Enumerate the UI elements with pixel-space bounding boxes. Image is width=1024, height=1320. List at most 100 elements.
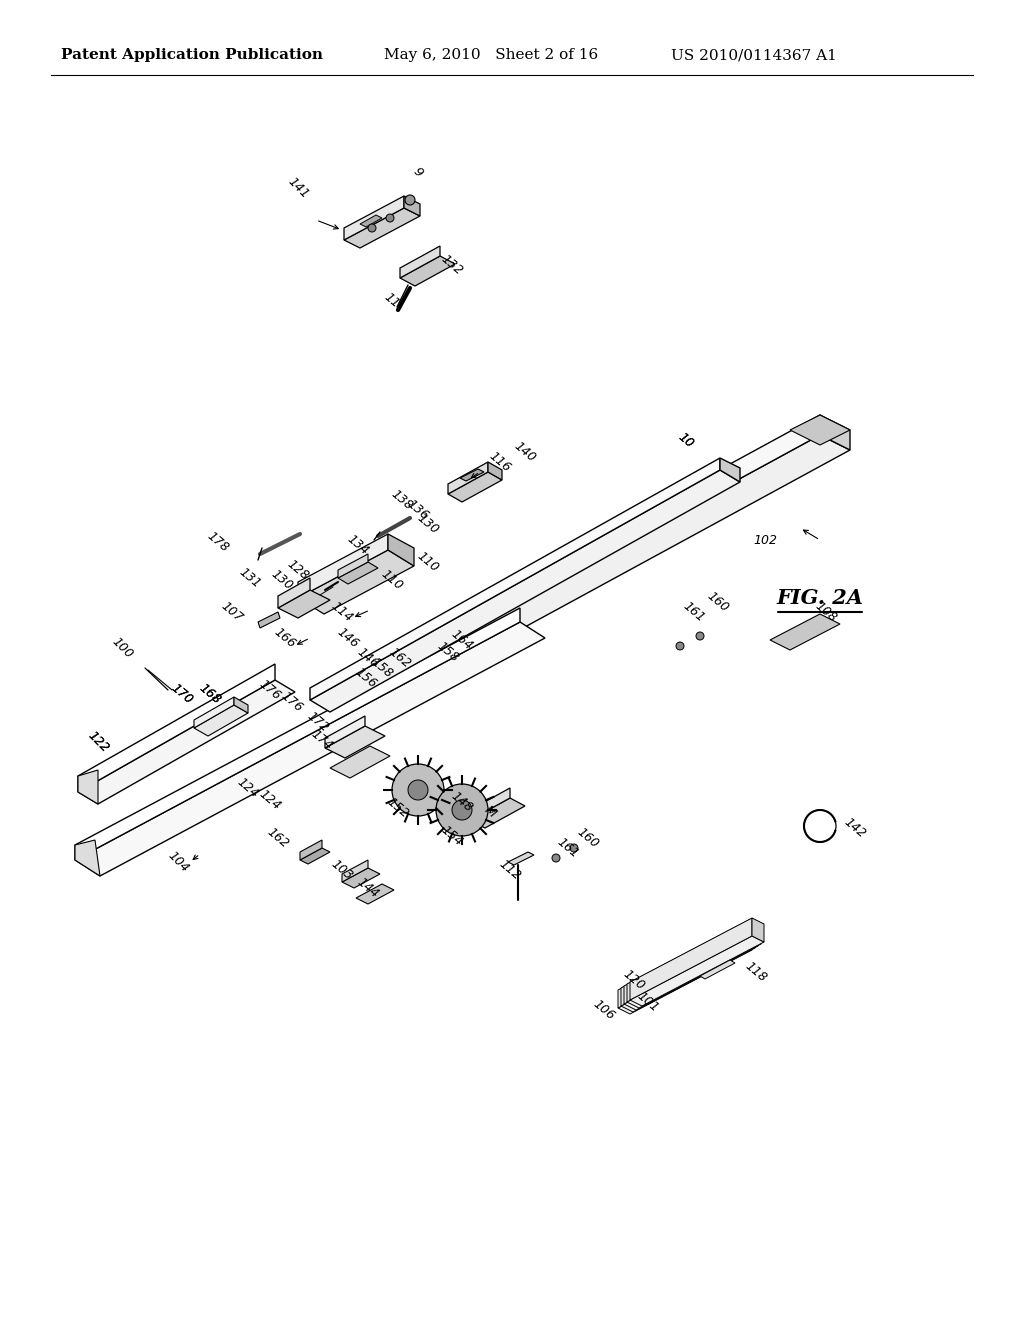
Polygon shape bbox=[749, 920, 761, 944]
Text: 158: 158 bbox=[434, 639, 462, 665]
Polygon shape bbox=[310, 458, 720, 700]
Polygon shape bbox=[820, 414, 850, 450]
Text: 10: 10 bbox=[676, 430, 696, 450]
Text: 170: 170 bbox=[169, 681, 196, 706]
Polygon shape bbox=[740, 927, 752, 950]
Polygon shape bbox=[388, 535, 414, 566]
Polygon shape bbox=[298, 535, 388, 598]
Polygon shape bbox=[627, 920, 749, 1002]
Polygon shape bbox=[258, 612, 280, 628]
Polygon shape bbox=[338, 562, 378, 583]
Polygon shape bbox=[621, 924, 743, 1006]
Polygon shape bbox=[75, 840, 100, 876]
Text: 142: 142 bbox=[842, 816, 868, 841]
Text: 124: 124 bbox=[234, 775, 261, 801]
Text: 104: 104 bbox=[165, 849, 191, 875]
Text: 172: 172 bbox=[304, 709, 332, 735]
Text: 178: 178 bbox=[205, 529, 231, 554]
Text: 101: 101 bbox=[635, 989, 662, 1015]
Text: 110: 110 bbox=[379, 568, 406, 593]
Text: 146: 146 bbox=[335, 626, 361, 651]
Polygon shape bbox=[194, 697, 234, 729]
Polygon shape bbox=[488, 462, 502, 480]
Text: 130: 130 bbox=[268, 568, 295, 593]
Polygon shape bbox=[770, 614, 840, 649]
Text: 108: 108 bbox=[813, 599, 840, 624]
Circle shape bbox=[570, 843, 578, 851]
Polygon shape bbox=[300, 840, 322, 861]
Text: 146: 146 bbox=[354, 645, 381, 671]
Polygon shape bbox=[790, 414, 850, 445]
Polygon shape bbox=[278, 578, 310, 609]
Polygon shape bbox=[344, 209, 420, 248]
Text: May 6, 2010   Sheet 2 of 16: May 6, 2010 Sheet 2 of 16 bbox=[384, 49, 598, 62]
Text: 132: 132 bbox=[438, 252, 465, 277]
Polygon shape bbox=[75, 609, 520, 861]
Text: 102: 102 bbox=[753, 533, 777, 546]
Polygon shape bbox=[338, 554, 368, 578]
Circle shape bbox=[436, 784, 488, 836]
Text: 170: 170 bbox=[169, 681, 196, 706]
Polygon shape bbox=[298, 550, 414, 614]
Polygon shape bbox=[621, 942, 755, 1012]
Text: 158: 158 bbox=[369, 655, 395, 681]
Text: 122: 122 bbox=[85, 729, 111, 755]
Polygon shape bbox=[618, 944, 752, 1014]
Polygon shape bbox=[234, 697, 248, 713]
Polygon shape bbox=[404, 195, 420, 216]
Text: 122: 122 bbox=[85, 729, 111, 755]
Polygon shape bbox=[624, 940, 758, 1010]
Polygon shape bbox=[627, 939, 761, 1008]
Text: 116: 116 bbox=[486, 449, 513, 475]
Polygon shape bbox=[278, 590, 330, 618]
Circle shape bbox=[676, 642, 684, 649]
Text: 128: 128 bbox=[285, 557, 311, 582]
Text: 136: 136 bbox=[404, 498, 431, 523]
Text: 141: 141 bbox=[285, 176, 311, 201]
Circle shape bbox=[406, 195, 415, 205]
Text: 11: 11 bbox=[382, 290, 402, 310]
Text: 164: 164 bbox=[449, 627, 475, 652]
Text: 124: 124 bbox=[257, 787, 284, 813]
Circle shape bbox=[452, 800, 472, 820]
Polygon shape bbox=[300, 847, 330, 865]
Polygon shape bbox=[470, 799, 525, 828]
Polygon shape bbox=[752, 917, 764, 942]
Circle shape bbox=[392, 764, 444, 816]
Circle shape bbox=[552, 854, 560, 862]
Polygon shape bbox=[342, 869, 380, 888]
Polygon shape bbox=[78, 770, 98, 804]
Polygon shape bbox=[330, 746, 390, 777]
Polygon shape bbox=[470, 788, 510, 820]
Polygon shape bbox=[310, 470, 740, 711]
Circle shape bbox=[696, 632, 705, 640]
Text: 148: 148 bbox=[449, 789, 475, 814]
Text: 162: 162 bbox=[264, 825, 292, 850]
Polygon shape bbox=[746, 921, 758, 946]
Polygon shape bbox=[344, 195, 404, 240]
Text: 176: 176 bbox=[257, 677, 284, 702]
Polygon shape bbox=[449, 462, 488, 494]
Circle shape bbox=[408, 780, 428, 800]
Polygon shape bbox=[370, 436, 850, 696]
Polygon shape bbox=[360, 215, 382, 227]
Text: 168: 168 bbox=[197, 681, 223, 706]
Polygon shape bbox=[194, 705, 248, 737]
Text: 10: 10 bbox=[676, 430, 696, 450]
Text: 156: 156 bbox=[352, 665, 379, 690]
Text: 152: 152 bbox=[385, 796, 412, 821]
Text: M: M bbox=[481, 804, 499, 821]
Circle shape bbox=[386, 214, 394, 222]
Text: 130: 130 bbox=[415, 511, 441, 537]
Text: 131: 131 bbox=[237, 565, 263, 590]
Text: 174: 174 bbox=[308, 727, 336, 752]
Text: 162: 162 bbox=[387, 645, 414, 671]
Text: 112: 112 bbox=[497, 857, 523, 883]
Text: 161: 161 bbox=[555, 836, 582, 861]
Text: 118: 118 bbox=[742, 960, 769, 985]
Text: 140: 140 bbox=[512, 440, 539, 465]
Polygon shape bbox=[460, 469, 484, 480]
Text: 107: 107 bbox=[219, 599, 246, 624]
Text: 120: 120 bbox=[621, 968, 647, 993]
Text: Patent Application Publication: Patent Application Publication bbox=[61, 49, 324, 62]
